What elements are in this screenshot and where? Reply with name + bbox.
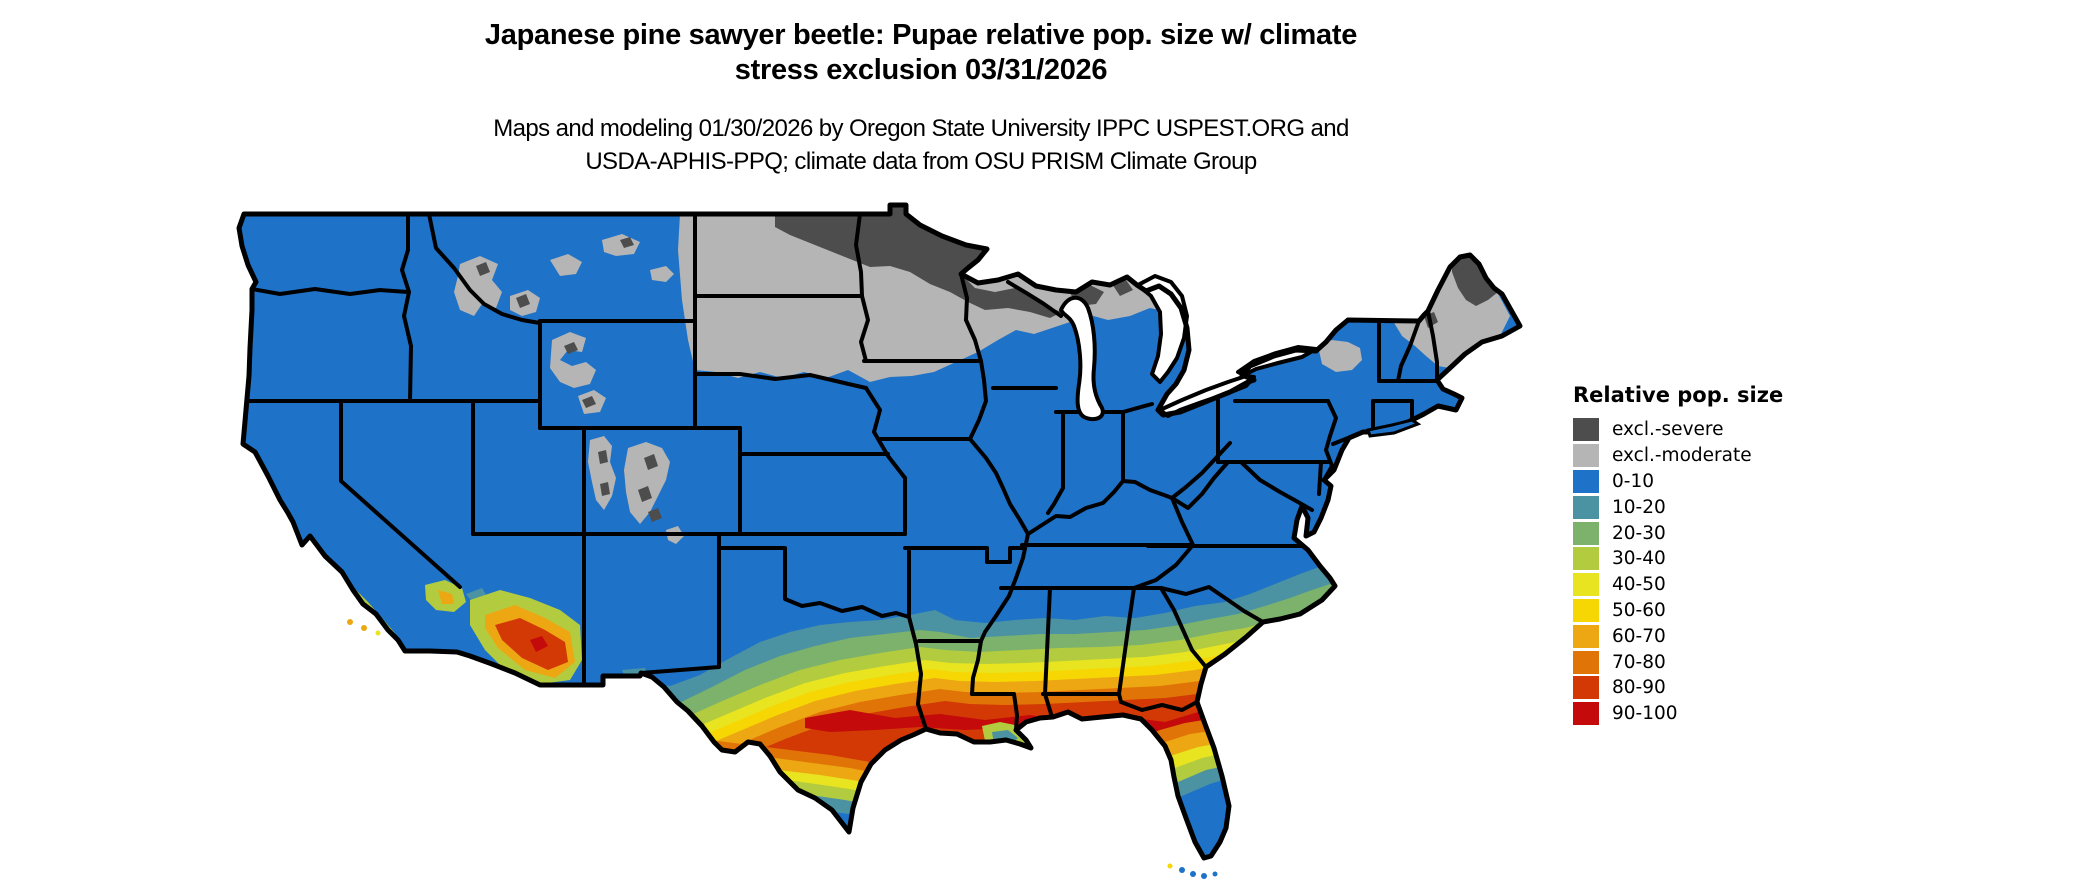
legend-swatch	[1573, 573, 1599, 597]
legend-swatch	[1573, 469, 1599, 493]
legend-item: 40-50	[1573, 572, 1783, 598]
legend-item-label: 20-30	[1612, 522, 1666, 544]
us-map-raster	[236, 202, 1523, 879]
legend-items: excl.-severe excl.-moderate 0-10 10-20 20-30…	[1573, 417, 1783, 727]
channel-island	[347, 619, 353, 625]
legend-item-label: excl.-moderate	[1612, 445, 1752, 467]
legend-item: 20-30	[1573, 520, 1783, 546]
legend-item-label: 80-90	[1612, 677, 1666, 699]
legend-item-label: 0-10	[1612, 470, 1654, 492]
page-title-line2: stress exclusion 03/31/2026	[734, 54, 1108, 86]
raster-fill-layer	[239, 205, 1520, 858]
florida-key	[1201, 873, 1207, 879]
florida-key	[1167, 863, 1173, 869]
subtitle-block: Maps and modeling 01/30/2026 by Oregon S…	[0, 112, 1842, 178]
legend-swatch	[1573, 676, 1599, 700]
legend-item: excl.-severe	[1573, 417, 1783, 443]
conus-outline	[236, 202, 1523, 861]
legend-swatch	[1573, 702, 1599, 726]
legend-item-label: 60-70	[1612, 625, 1666, 647]
legend-item: 90-100	[1573, 701, 1783, 727]
florida-key	[1179, 867, 1185, 873]
legend-item-label: 50-60	[1612, 599, 1666, 621]
legend-item-label: 10-20	[1612, 496, 1666, 518]
legend-item: 60-70	[1573, 623, 1783, 649]
legend-swatch	[1573, 495, 1599, 519]
channel-island	[375, 630, 381, 636]
legend-item: 80-90	[1573, 675, 1783, 701]
legend-swatch	[1573, 418, 1599, 442]
legend-item-label: 90-100	[1612, 703, 1678, 725]
legend-swatch	[1573, 598, 1599, 622]
state-borders	[242, 212, 1439, 732]
legend-swatch	[1573, 521, 1599, 545]
legend: Relative pop. size excl.-severe excl.-mod…	[1573, 383, 1783, 727]
page-title-line1: Japanese pine sawyer beetle: Pupae relat…	[484, 19, 1358, 51]
legend-item-label: 40-50	[1612, 574, 1666, 596]
florida-key	[1190, 871, 1196, 877]
title-block: Japanese pine sawyer beetle: Pupae relat…	[0, 18, 1842, 88]
legend-item: 50-60	[1573, 598, 1783, 624]
legend-item: 0-10	[1573, 469, 1783, 495]
channel-island	[361, 625, 367, 631]
legend-item-label: 70-80	[1612, 651, 1666, 673]
legend-swatch	[1573, 624, 1599, 648]
legend-item: 70-80	[1573, 649, 1783, 675]
islands	[347, 418, 1422, 879]
legend-item: 10-20	[1573, 494, 1783, 520]
legend-item: excl.-moderate	[1573, 443, 1783, 469]
legend-item: 30-40	[1573, 546, 1783, 572]
legend-swatch	[1573, 547, 1599, 571]
long-island	[1366, 418, 1422, 438]
legend-swatch	[1573, 444, 1599, 468]
legend-item-label: 30-40	[1612, 548, 1666, 570]
lake-michigan	[1059, 295, 1105, 422]
florida-key	[1212, 871, 1218, 877]
legend-item-label: excl.-severe	[1612, 419, 1724, 441]
us-map-container	[230, 170, 1530, 882]
legend-swatch	[1573, 650, 1599, 674]
legend-title: Relative pop. size	[1573, 383, 1784, 407]
page-subtitle-line2: USDA-APHIS-PPQ; climate data from OSU PR…	[585, 148, 1257, 175]
page-subtitle-line1: Maps and modeling 01/30/2026 by Oregon S…	[493, 115, 1349, 142]
